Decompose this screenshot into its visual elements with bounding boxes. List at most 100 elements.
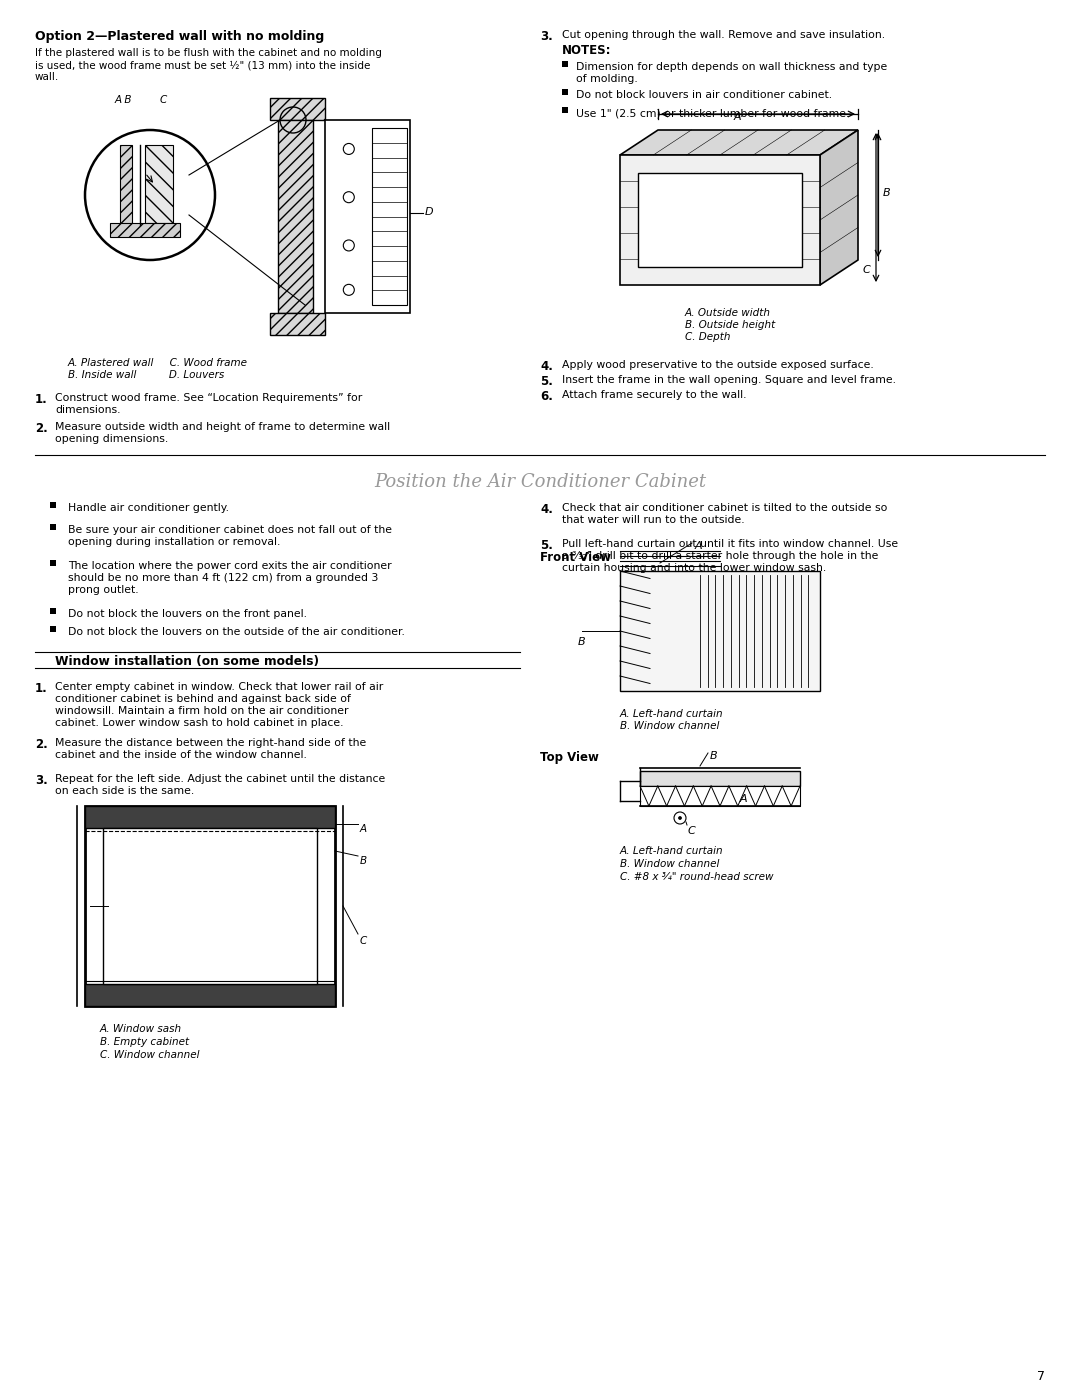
Text: NOTES:: NOTES:	[562, 43, 611, 57]
Text: Measure the distance between the right-hand side of the: Measure the distance between the right-h…	[55, 738, 366, 747]
Text: C: C	[360, 936, 367, 946]
Text: opening during installation or removal.: opening during installation or removal.	[68, 536, 281, 548]
Text: Apply wood preservative to the outside exposed surface.: Apply wood preservative to the outside e…	[562, 360, 874, 370]
Text: B. Window channel: B. Window channel	[620, 721, 719, 731]
Text: A: A	[734, 112, 742, 122]
Text: 1.: 1.	[35, 682, 48, 694]
Text: C. Depth: C. Depth	[685, 332, 730, 342]
Text: 4.: 4.	[540, 360, 553, 373]
Bar	[50, 524, 56, 529]
Text: B. Inside wall          D. Louvers: B. Inside wall D. Louvers	[68, 370, 225, 380]
Text: A. Left-hand curtain: A. Left-hand curtain	[620, 847, 724, 856]
Bar	[85, 806, 335, 828]
Text: A: A	[740, 793, 747, 805]
Bar	[145, 145, 173, 224]
Text: 6.: 6.	[540, 390, 553, 402]
Text: Dimension for depth depends on wall thickness and type: Dimension for depth depends on wall thic…	[576, 61, 888, 73]
Text: curtain housing and into the lower window sash.: curtain housing and into the lower windo…	[562, 563, 826, 573]
Text: a ³⁄₃₂" drill bit to drill a starter hole through the hole in the: a ³⁄₃₂" drill bit to drill a starter hol…	[562, 550, 878, 562]
Bar	[638, 173, 802, 267]
Text: of molding.: of molding.	[576, 74, 638, 84]
Text: A. Window sash: A. Window sash	[100, 1024, 183, 1034]
Bar	[50, 502, 56, 509]
Bar	[110, 224, 180, 237]
Text: cabinet and the inside of the window channel.: cabinet and the inside of the window cha…	[55, 750, 307, 760]
Text: Do not block the louvers on the front panel.: Do not block the louvers on the front pa…	[68, 609, 307, 619]
Text: Repeat for the left side. Adjust the cabinet until the distance: Repeat for the left side. Adjust the cab…	[55, 774, 386, 784]
Polygon shape	[620, 130, 858, 155]
Text: Do not block the louvers on the outside of the air conditioner.: Do not block the louvers on the outside …	[68, 627, 405, 637]
Text: Insert the frame in the wall opening. Square and level frame.: Insert the frame in the wall opening. Sq…	[562, 374, 896, 386]
Text: Handle air conditioner gently.: Handle air conditioner gently.	[68, 503, 229, 513]
Text: on each side is the same.: on each side is the same.	[55, 787, 194, 796]
Text: opening dimensions.: opening dimensions.	[55, 434, 168, 444]
Text: Front View: Front View	[540, 550, 611, 564]
Text: 7: 7	[1037, 1370, 1045, 1383]
Text: Top View: Top View	[540, 752, 599, 764]
Text: C: C	[688, 826, 696, 835]
Text: 2.: 2.	[35, 738, 48, 752]
Text: If the plastered wall is to be flush with the cabinet and no molding: If the plastered wall is to be flush wit…	[35, 47, 382, 59]
Text: A. Plastered wall     C. Wood frame: A. Plastered wall C. Wood frame	[68, 358, 248, 367]
Text: A: A	[360, 824, 367, 834]
Text: 3.: 3.	[35, 774, 48, 787]
Circle shape	[678, 816, 681, 820]
Text: B: B	[578, 637, 585, 647]
Text: B. Outside height: B. Outside height	[685, 320, 775, 330]
Text: B: B	[360, 856, 367, 866]
Text: dimensions.: dimensions.	[55, 405, 121, 415]
Bar	[562, 61, 568, 67]
Text: 2.: 2.	[35, 422, 48, 434]
Text: A. Outside width: A. Outside width	[685, 307, 771, 319]
Bar	[50, 560, 56, 566]
Bar	[620, 155, 820, 285]
Text: conditioner cabinet is behind and against back side of: conditioner cabinet is behind and agains…	[55, 694, 351, 704]
Text: 1.: 1.	[35, 393, 48, 407]
Bar	[103, 828, 318, 983]
Text: 4.: 4.	[540, 503, 553, 515]
Text: C: C	[160, 95, 167, 105]
Text: A B: A B	[114, 95, 133, 105]
Text: Do not block louvers in air conditioner cabinet.: Do not block louvers in air conditioner …	[576, 89, 832, 101]
Text: B. Empty cabinet: B. Empty cabinet	[100, 1037, 189, 1046]
Text: Pull left-hand curtain out until it fits into window channel. Use: Pull left-hand curtain out until it fits…	[562, 539, 899, 549]
Bar	[50, 626, 56, 631]
Bar	[372, 129, 407, 305]
Bar	[562, 108, 568, 113]
Text: B: B	[883, 189, 891, 198]
Text: Option 2—Plastered wall with no molding: Option 2—Plastered wall with no molding	[35, 29, 324, 43]
Bar	[120, 145, 132, 225]
Bar	[270, 98, 325, 120]
Text: windowsill. Maintain a firm hold on the air conditioner: windowsill. Maintain a firm hold on the …	[55, 705, 349, 717]
Text: C: C	[863, 265, 870, 275]
Bar	[325, 120, 410, 313]
Text: A. Left-hand curtain: A. Left-hand curtain	[620, 710, 724, 719]
Text: 5.: 5.	[540, 374, 553, 388]
Bar	[640, 771, 800, 787]
Text: Measure outside width and height of frame to determine wall: Measure outside width and height of fram…	[55, 422, 390, 432]
Bar	[640, 787, 800, 806]
Text: D: D	[426, 207, 434, 217]
Text: Be sure your air conditioner cabinet does not fall out of the: Be sure your air conditioner cabinet doe…	[68, 525, 392, 535]
Bar	[620, 571, 820, 692]
Text: Window installation (on some models): Window installation (on some models)	[55, 655, 319, 668]
Text: prong outlet.: prong outlet.	[68, 585, 138, 595]
Text: The location where the power cord exits the air conditioner: The location where the power cord exits …	[68, 562, 392, 571]
Text: Check that air conditioner cabinet is tilted to the outside so: Check that air conditioner cabinet is ti…	[562, 503, 888, 513]
Text: Position the Air Conditioner Cabinet: Position the Air Conditioner Cabinet	[374, 474, 706, 490]
Text: Use 1" (2.5 cm) or thicker lumber for wood frame.: Use 1" (2.5 cm) or thicker lumber for wo…	[576, 108, 849, 117]
Bar	[85, 983, 335, 1006]
Text: A: A	[696, 541, 703, 550]
Text: Center empty cabinet in window. Check that lower rail of air: Center empty cabinet in window. Check th…	[55, 682, 383, 692]
Bar	[270, 313, 325, 335]
Text: 5.: 5.	[540, 539, 553, 552]
Polygon shape	[820, 130, 858, 285]
Text: Construct wood frame. See “Location Requirements” for: Construct wood frame. See “Location Requ…	[55, 393, 362, 402]
Text: that water will run to the outside.: that water will run to the outside.	[562, 515, 744, 525]
Text: C. Window channel: C. Window channel	[100, 1051, 200, 1060]
Text: B. Window channel: B. Window channel	[620, 859, 719, 869]
Text: should be no more than 4 ft (122 cm) from a grounded 3: should be no more than 4 ft (122 cm) fro…	[68, 573, 378, 583]
Bar	[85, 806, 335, 1006]
Bar	[278, 120, 313, 313]
Text: 3.: 3.	[540, 29, 553, 43]
